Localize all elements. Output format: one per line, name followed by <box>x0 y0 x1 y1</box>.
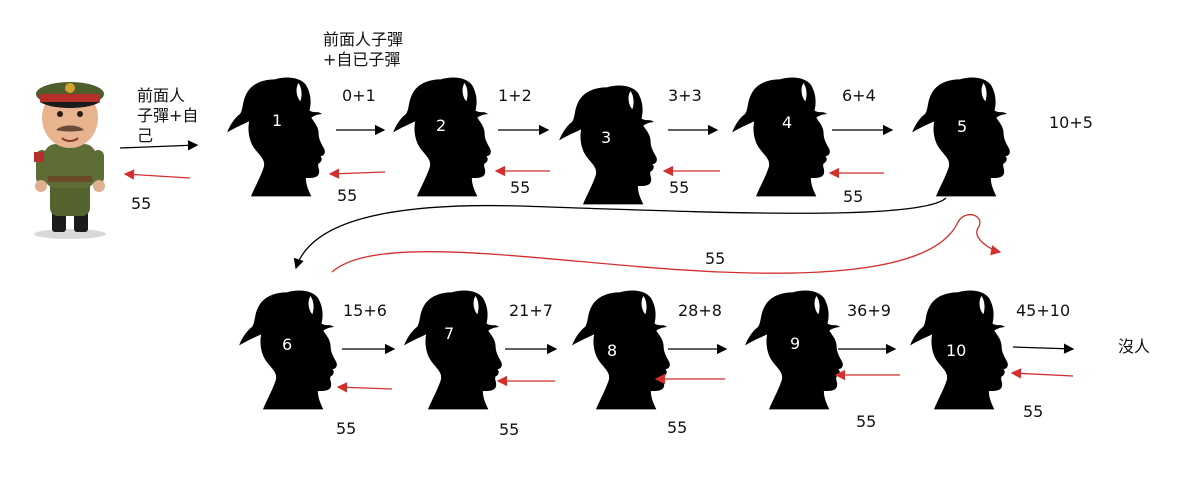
soldier-7-label: 21+7 <box>509 301 553 320</box>
soldier-3-label: 3+3 <box>668 86 702 105</box>
soldier-10-number: 10 <box>946 341 967 360</box>
soldier-8-number: 8 <box>607 341 618 360</box>
soldier-10-return-value: 55 <box>1023 402 1044 421</box>
return-arrow-1 <box>328 168 386 179</box>
forward-curve-5-to-6 <box>293 197 947 270</box>
soldier-9-label: 36+9 <box>847 301 891 320</box>
top-note: 前面人子彈 +自已子彈 <box>323 30 404 69</box>
return-arrow-6 <box>336 382 393 393</box>
soldier-10-label: 45+10 <box>1016 301 1071 320</box>
soldier-5-silhouette <box>912 77 1010 197</box>
commander-label: 前面人 子彈+自 己 <box>137 86 199 145</box>
soldier-3-return-value: 55 <box>669 178 690 197</box>
soldier-7-silhouette <box>404 290 502 410</box>
soldier-4-silhouette <box>732 77 830 197</box>
soldier-2-number: 2 <box>436 116 447 135</box>
soldier-4-return-value: 55 <box>843 187 864 206</box>
soldier-4-number: 4 <box>782 113 793 132</box>
soldier-2-silhouette <box>393 77 491 197</box>
soldier-2-label: 1+2 <box>498 86 532 105</box>
forward-arrow-10 <box>1012 343 1075 354</box>
soldier-6-number: 6 <box>282 335 293 354</box>
soldier-1-silhouette <box>227 77 325 197</box>
soldier-9-number: 9 <box>790 334 801 353</box>
return-arrow-10 <box>1010 368 1074 379</box>
soldier-1-number: 1 <box>272 111 283 130</box>
soldier-5-label: 10+5 <box>1049 113 1093 132</box>
soldier-4-label: 6+4 <box>842 86 876 105</box>
commander-illustration <box>34 82 106 239</box>
soldier-6-return-value: 55 <box>336 419 357 438</box>
soldier-3-number: 3 <box>601 128 612 147</box>
soldier-8-silhouette <box>572 290 670 410</box>
return-curve-6-to-5 <box>331 213 1002 274</box>
soldier-8-return-value: 55 <box>667 418 688 437</box>
return-arrow-commander <box>123 169 191 180</box>
end-label: 沒人 <box>1118 337 1151 356</box>
soldier-5-return-value: 55 <box>705 249 726 268</box>
soldier-6-label: 15+6 <box>343 301 387 320</box>
soldier-2-return-value: 55 <box>510 178 531 197</box>
soldier-7-number: 7 <box>444 324 455 343</box>
soldier-8-label: 28+8 <box>678 301 722 320</box>
forward-arrow-commander <box>119 140 199 151</box>
soldier-1-return-value: 55 <box>337 186 358 205</box>
commander-return-value: 55 <box>131 194 152 213</box>
soldier-7-return-value: 55 <box>499 420 520 439</box>
soldier-1-label: 0+1 <box>342 86 376 105</box>
soldier-9-return-value: 55 <box>856 412 877 431</box>
soldier-5-number: 5 <box>957 117 968 136</box>
